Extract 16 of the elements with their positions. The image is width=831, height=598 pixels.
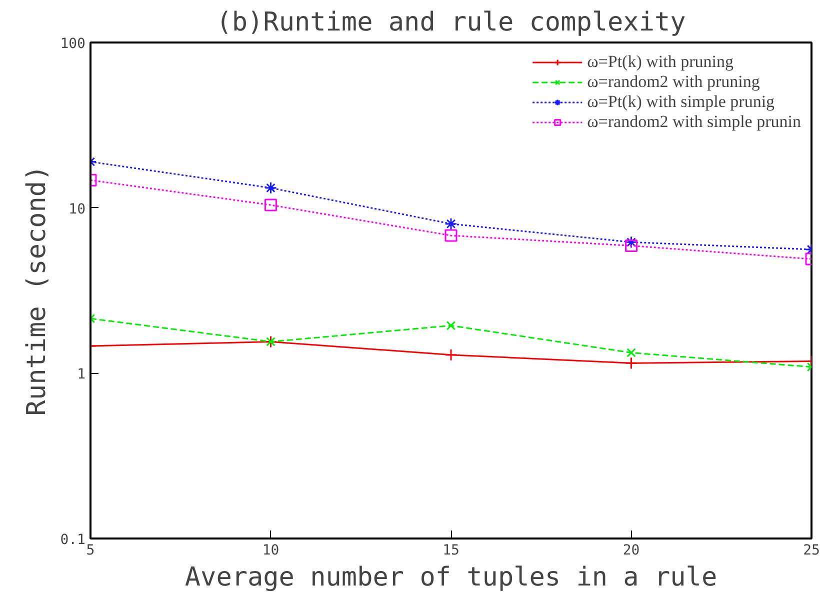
y-tick-label: 100 xyxy=(60,36,86,52)
y-axis-title: Runtime (second) xyxy=(22,165,52,416)
legend-label: ω=random2 with pruning xyxy=(587,72,760,92)
x-tick-label: 5 xyxy=(86,542,95,558)
y-tick-label: 10 xyxy=(68,201,86,218)
y-tick-label: 0.1 xyxy=(60,532,86,548)
legend-label: ω=random2 with simple prunin xyxy=(587,112,801,132)
x-axis-title: Average number of tuples in a rule xyxy=(184,562,718,592)
legend-label: ω=Pt(k) with simple prunig xyxy=(587,92,775,112)
chart-title: (b)Runtime and rule complexity xyxy=(216,8,686,38)
x-tick-label: 10 xyxy=(262,542,280,558)
y-tick-label: 1 xyxy=(77,366,86,383)
legend-label: ω=Pt(k) with pruning xyxy=(587,52,734,72)
x-tick-label: 25 xyxy=(803,542,820,558)
x-tick-label: 20 xyxy=(622,542,640,558)
x-tick-label: 15 xyxy=(442,542,460,558)
